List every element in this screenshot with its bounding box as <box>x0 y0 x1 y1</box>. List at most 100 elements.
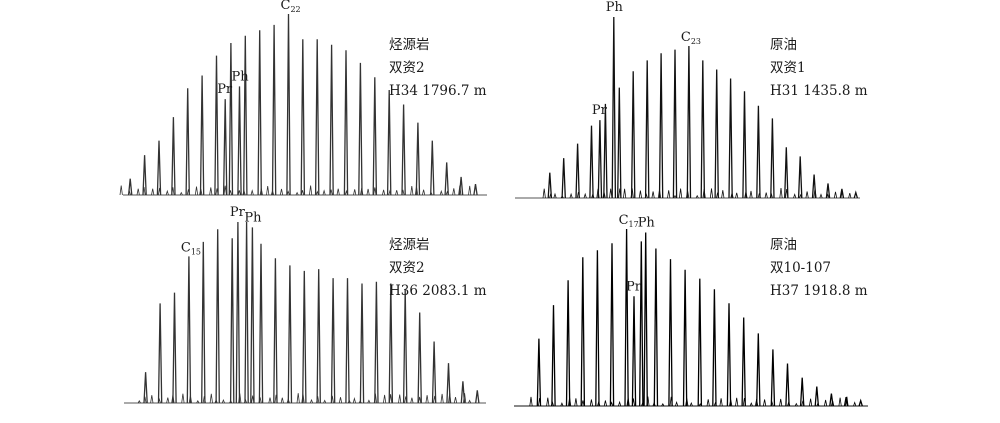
panel-info-line-1: 原油 <box>770 37 797 53</box>
peak-n-alkane <box>258 243 264 404</box>
peak-n-alkane <box>770 118 775 199</box>
noise-peak <box>166 397 170 404</box>
peak-n-alkane <box>329 44 334 196</box>
peak-n-alkane <box>829 393 834 407</box>
peak-n-alkane <box>374 281 379 404</box>
peak-n-alkane <box>785 363 790 407</box>
noise-peak <box>709 188 714 199</box>
noise-peak <box>137 399 141 404</box>
peak-n-alkane <box>653 248 659 407</box>
peak-pr <box>631 296 637 407</box>
panel-info-line-1: 原油 <box>770 237 797 253</box>
noise-peak <box>295 191 299 196</box>
peak-n-alkane <box>286 13 291 196</box>
noise-peak <box>603 400 607 407</box>
noise-peak <box>581 400 585 407</box>
noise-peak <box>574 398 578 407</box>
noise-peak <box>805 191 809 199</box>
noise-peak <box>373 187 377 196</box>
noise-peak <box>618 400 622 407</box>
peak-n-alkane <box>686 45 692 199</box>
peak-label: C15 <box>181 240 201 256</box>
noise-peak <box>651 191 655 199</box>
peak-label: C22 <box>281 0 301 14</box>
peak-n-alkane <box>741 317 746 407</box>
panel-info-line-2: 双资2 <box>389 60 425 76</box>
peak-label: Pr <box>217 82 233 97</box>
peak-n-alkane <box>814 386 820 407</box>
peak-ph <box>643 232 648 407</box>
peak-n-alkane <box>300 39 306 196</box>
peak-n-alkane <box>201 241 206 404</box>
peak-n-alkane <box>446 363 451 404</box>
noise-peak <box>422 189 426 196</box>
noise-peak <box>667 190 671 199</box>
peak-n-alkane <box>185 88 190 196</box>
peak-ph <box>250 227 255 404</box>
noise-peak <box>410 185 414 196</box>
peak-n-alkane <box>127 178 133 196</box>
peak-n-alkane <box>811 174 817 199</box>
peak-n-alkane <box>343 50 349 196</box>
peak-n-alkane <box>444 162 449 196</box>
peak-n-alkane <box>473 184 478 196</box>
peak-n-alkane <box>784 147 789 199</box>
peak-n-alkane <box>547 172 553 199</box>
peak-label: Ph <box>244 210 262 225</box>
panel-info-line-3: H31 1435.8 m <box>770 83 868 99</box>
peak-n-alkane <box>215 229 220 404</box>
peak-n-alkane <box>388 283 394 404</box>
peak-n-alkane <box>668 259 673 407</box>
noise-peak <box>749 190 753 199</box>
peak-n-alkane <box>843 396 849 407</box>
noise-peak <box>809 398 813 407</box>
panel-info-line-1: 烃源岩 <box>389 237 430 253</box>
peak-n-alkane <box>243 35 248 196</box>
peak-n-alkane <box>271 24 277 196</box>
peak-n-alkane <box>156 140 162 196</box>
noise-peak <box>824 399 828 407</box>
peak-pr <box>235 221 241 404</box>
peak-label: C23 <box>681 30 701 46</box>
noise-peak <box>721 190 725 199</box>
peak-n-alkane <box>714 69 719 199</box>
noise-peak <box>735 397 739 407</box>
noise-peak <box>250 189 254 196</box>
noise-peak <box>179 191 183 196</box>
noise-peak <box>661 402 665 407</box>
noise-peak <box>706 399 710 407</box>
noise-peak <box>440 393 444 404</box>
peak-ph <box>237 86 242 196</box>
peak-n-alkane <box>839 188 845 199</box>
peak-n-alkane <box>257 30 262 196</box>
peak-n-alkane <box>697 278 703 407</box>
noise-peak <box>452 188 456 196</box>
peak-n-alkane <box>287 265 293 404</box>
peak-n-alkane <box>359 283 365 404</box>
noise-peak <box>353 189 357 196</box>
peak-n-alkane <box>658 53 664 199</box>
noise-peak <box>181 393 185 404</box>
peak-n-alkane <box>603 103 608 199</box>
noise-peak <box>315 190 319 196</box>
peak-n-alkane <box>609 243 615 407</box>
noise-peak <box>367 399 371 404</box>
noise-peak <box>749 402 753 407</box>
peak-n-alkane <box>402 288 408 404</box>
noise-peak <box>266 185 270 196</box>
noise-peak <box>546 397 550 407</box>
peak-n-alkane <box>742 91 747 199</box>
noise-peak <box>223 185 227 196</box>
noise-peak <box>609 188 613 199</box>
peak-n-alkane <box>458 176 464 196</box>
noise-peak <box>638 190 642 199</box>
peak-n-alkane <box>624 228 629 407</box>
peak-n-alkane <box>415 122 421 196</box>
peak-pr <box>222 99 228 196</box>
peak-n-alkane <box>682 269 688 407</box>
panel-info-line-2: 双资1 <box>770 60 806 76</box>
peak-n-alkane <box>314 39 320 196</box>
noise-peak <box>418 396 422 404</box>
noise-peak <box>382 189 386 196</box>
